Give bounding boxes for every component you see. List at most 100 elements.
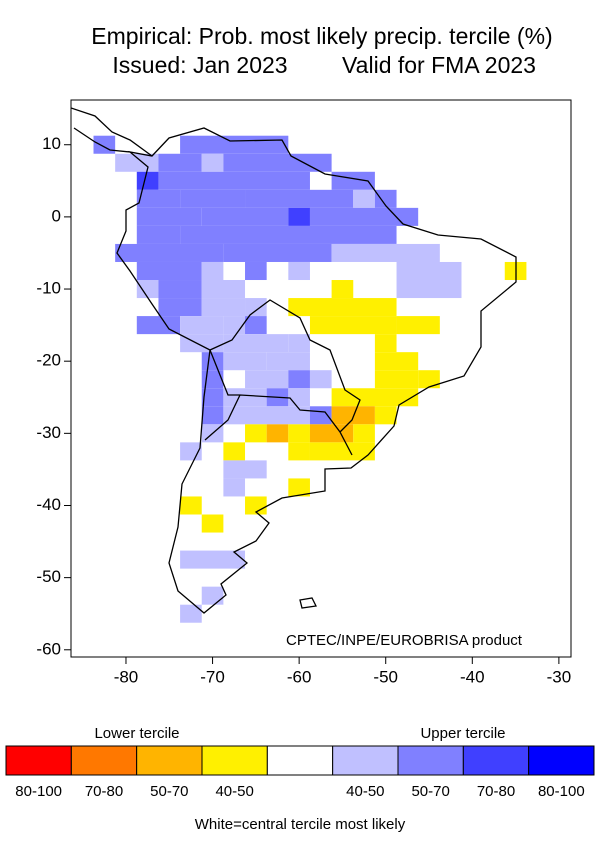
cell-run xyxy=(223,460,267,479)
falklands xyxy=(299,597,317,609)
cell-run xyxy=(288,442,310,461)
colorbar-label: 70-80 xyxy=(477,783,515,800)
colorbar-label: 40-50 xyxy=(215,783,253,800)
colorbar-box xyxy=(201,745,268,776)
cell-run xyxy=(374,370,419,389)
cell-run xyxy=(288,370,310,389)
cell-run xyxy=(288,334,310,353)
valid: Valid for FMA 2023 xyxy=(342,52,536,78)
cell-run xyxy=(374,352,419,371)
central-america-coast xyxy=(71,107,153,157)
colorbar: 80-100 70-80 50-70 40-50 40-50 50-70 70-80 80-1… xyxy=(5,745,595,800)
cell-run xyxy=(93,135,116,154)
cell-run xyxy=(136,261,202,281)
cell-run xyxy=(245,189,354,208)
cell-run xyxy=(396,261,462,281)
colorbar-box xyxy=(397,745,464,776)
y-tick-label: -20 xyxy=(36,351,61,370)
cell-run xyxy=(201,298,246,317)
colorbar-box xyxy=(462,745,530,776)
cell-run xyxy=(245,496,267,515)
cell-run xyxy=(158,298,202,317)
colorbar-label: 80-100 xyxy=(15,783,62,800)
axes: -80 -70 -60 -50 -40 -30 10 0 -10 -20 -30 -40 -50 -60 xyxy=(36,134,571,686)
y-tick-label: -10 xyxy=(36,279,61,298)
cell-run xyxy=(201,514,224,533)
cell-run xyxy=(136,225,181,244)
cell-run xyxy=(180,550,246,569)
coastline xyxy=(71,107,517,614)
y-tick-label: -50 xyxy=(36,567,61,586)
cells xyxy=(93,135,527,623)
legend-note: White=central tercile most likely xyxy=(195,816,406,833)
cell-run xyxy=(136,280,159,299)
x-tick-label: -40 xyxy=(460,667,485,686)
colorbar-box xyxy=(266,745,334,776)
cell-run xyxy=(136,171,159,190)
cell-run xyxy=(223,388,267,407)
issued: Issued: Jan 2023 xyxy=(112,52,287,78)
cell-run xyxy=(374,406,397,425)
colorbar-box xyxy=(528,745,595,776)
cell-run xyxy=(223,334,289,353)
cell-run xyxy=(288,478,310,497)
cell-run xyxy=(158,280,202,299)
y-tick-label: -60 xyxy=(36,639,61,658)
cell-run xyxy=(136,189,181,208)
cell-run xyxy=(353,189,375,208)
cell-run xyxy=(201,352,224,371)
map-frame xyxy=(70,99,572,658)
cell-run xyxy=(223,243,332,262)
cell-run xyxy=(180,225,397,244)
cell-run xyxy=(418,370,440,389)
cell-run xyxy=(180,316,224,335)
cell-run xyxy=(309,370,332,389)
title: Empirical: Prob. most likely precip. ter… xyxy=(91,23,552,49)
cell-run xyxy=(353,424,375,443)
cell-run xyxy=(201,153,224,172)
upper-label: Upper tercile xyxy=(420,725,505,742)
colorbar-box xyxy=(136,745,203,776)
cell-run xyxy=(396,280,462,299)
y-tick-label: -30 xyxy=(36,423,61,442)
x-tick-label: -60 xyxy=(287,667,312,686)
cell-run xyxy=(180,496,202,515)
cell-run xyxy=(115,243,224,262)
cell-run xyxy=(331,280,354,299)
cell-run xyxy=(201,207,289,226)
cell-run xyxy=(288,207,310,226)
south-america-coast xyxy=(116,127,517,614)
cell-run xyxy=(245,370,289,389)
cell-run xyxy=(180,334,224,353)
cell-run xyxy=(288,388,310,407)
cell-run xyxy=(309,316,397,335)
cell-run xyxy=(180,135,289,154)
cell-run xyxy=(245,298,267,317)
border xyxy=(204,299,361,456)
credit: CPTEC/INPE/EUROBRISA product xyxy=(286,632,523,649)
y-tick-label: -40 xyxy=(36,495,61,514)
cell-run xyxy=(309,424,354,443)
cell-run xyxy=(201,388,224,407)
colorbar-label: 50-70 xyxy=(411,783,449,800)
cell-run xyxy=(201,406,224,425)
lower-label: Lower tercile xyxy=(94,725,179,742)
cell-run xyxy=(374,189,397,208)
cell-run xyxy=(223,153,332,172)
cell-run xyxy=(288,298,397,317)
cell-run xyxy=(331,243,440,262)
x-tick-label: -70 xyxy=(200,667,225,686)
cell-run xyxy=(288,424,310,443)
cell-run xyxy=(266,424,289,443)
colorbar-box xyxy=(332,745,399,776)
x-tick-label: -30 xyxy=(547,667,572,686)
cell-run xyxy=(374,334,397,353)
colorbar-label: 70-80 xyxy=(85,783,123,800)
colorbar-label: 50-70 xyxy=(150,783,188,800)
colorbar-box xyxy=(70,745,138,776)
cell-run xyxy=(158,171,310,190)
cell-run xyxy=(223,316,246,335)
cell-run xyxy=(245,316,267,335)
cell-run xyxy=(180,189,246,208)
